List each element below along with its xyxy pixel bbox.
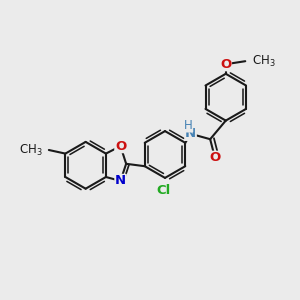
Text: H: H xyxy=(184,119,193,132)
Text: CH$_3$: CH$_3$ xyxy=(252,54,276,69)
Text: O: O xyxy=(220,58,231,71)
Text: O: O xyxy=(209,151,220,164)
Text: CH$_3$: CH$_3$ xyxy=(19,142,42,158)
Text: N: N xyxy=(185,127,196,140)
Text: Cl: Cl xyxy=(156,184,171,197)
Text: N: N xyxy=(115,174,126,188)
Text: O: O xyxy=(115,140,126,153)
